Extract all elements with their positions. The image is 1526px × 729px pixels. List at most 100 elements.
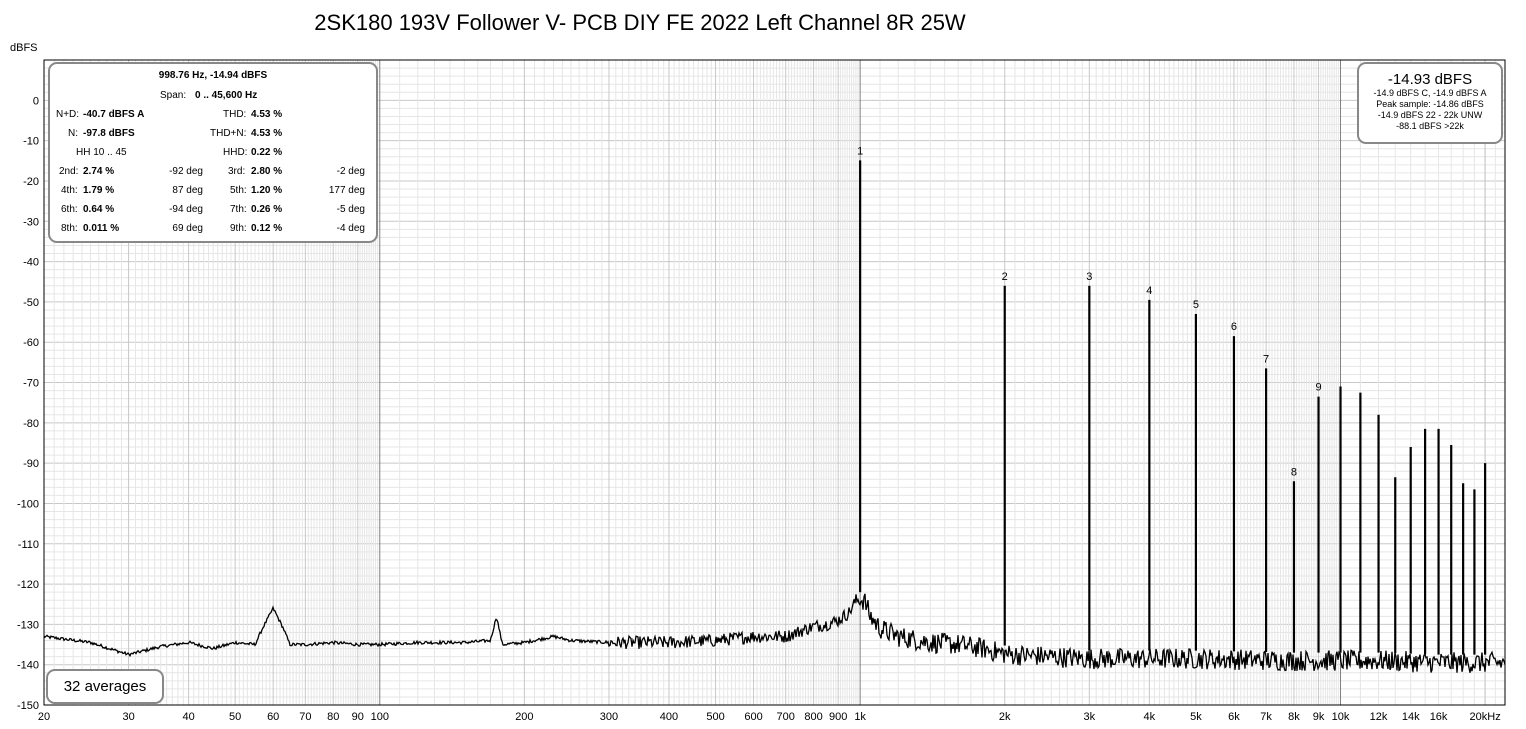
x-tick-label: 10k	[1332, 711, 1350, 723]
span-label: Span:	[160, 90, 187, 101]
x-tick-label: 200	[515, 711, 533, 723]
tick-labels: 0 -10 -20 -30 -40 -50 -60 -70 -80 -90 -100 -110 -120…	[17, 95, 1501, 723]
h7-label: 7th:	[230, 204, 247, 215]
harmonic-label-8: 8	[1291, 466, 1297, 478]
y-tick-label: -120	[17, 579, 39, 591]
thd-label: THD:	[223, 109, 247, 120]
harmonic-label-4: 4	[1146, 285, 1152, 297]
h5-value: 1.20 %	[251, 185, 283, 196]
y-tick-label: -100	[17, 498, 39, 510]
h6-value: 0.64 %	[83, 204, 115, 215]
h2-phase: -92 deg	[169, 166, 203, 177]
x-tick-label: 60	[267, 711, 279, 723]
h7-phase: -5 deg	[336, 204, 365, 215]
x-tick-label: 2k	[999, 711, 1011, 723]
y-tick-label: -50	[23, 297, 39, 309]
spectrum-trace	[43, 160, 1506, 673]
h6-phase: -94 deg	[169, 204, 203, 215]
y-tick-label: -70	[23, 378, 39, 390]
x-tick-label: 20	[38, 711, 50, 723]
nd-label: N+D:	[56, 109, 80, 120]
x-tick-label: 600	[744, 711, 762, 723]
h4-phase: 87 deg	[172, 185, 203, 196]
h5-phase: 177 deg	[328, 185, 365, 196]
x-tick-label: 70	[299, 711, 311, 723]
y-tick-label: -80	[23, 418, 39, 430]
x-tick-label: 30	[122, 711, 134, 723]
x-tick-label: 3k	[1084, 711, 1096, 723]
x-tick-label: 5k	[1190, 711, 1202, 723]
x-tick-label: 90	[352, 711, 364, 723]
x-tick-label: 900	[829, 711, 847, 723]
x-tick-label: 9k	[1313, 711, 1325, 723]
h6-label: 6th:	[61, 204, 78, 215]
h8-value: 0.011 %	[83, 223, 120, 234]
y-axis-label: dBFS	[10, 42, 38, 54]
chart-title: 2SK180 193V Follower V- PCB DIY FE 2022 …	[314, 10, 966, 35]
y-tick-label: -20	[23, 176, 39, 188]
y-tick-label: -40	[23, 257, 39, 269]
h9-value: 0.12 %	[251, 223, 283, 234]
harmonic-label-5: 5	[1193, 299, 1199, 311]
x-tick-label: 20kHz	[1470, 711, 1501, 723]
h3-phase: -2 deg	[336, 166, 365, 177]
y-tick-label: -30	[23, 216, 39, 228]
x-tick-label: 80	[327, 711, 339, 723]
averages-badge: 32 averages	[46, 669, 164, 704]
hh-label: HH 10 .. 45	[76, 147, 127, 158]
fundamental-readout: 998.76 Hz, -14.94 dBFS	[158, 70, 268, 81]
x-tick-label: 400	[660, 711, 678, 723]
h4-label: 4th:	[61, 185, 78, 196]
h7-value: 0.26 %	[251, 204, 283, 215]
x-tick-label: 300	[600, 711, 618, 723]
noise-floor-trace	[43, 593, 1506, 673]
x-tick-label: 1k	[854, 711, 866, 723]
x-tick-label: 8k	[1288, 711, 1300, 723]
n-label: N:	[68, 128, 78, 139]
y-tick-label: -130	[17, 619, 39, 631]
thdn-value: 4.53 %	[251, 128, 283, 139]
y-tick-label: -60	[23, 337, 39, 349]
y-tick-label: -10	[23, 136, 39, 148]
span-value: 0 .. 45,600 Hz	[195, 90, 258, 101]
x-tick-label: 500	[706, 711, 724, 723]
x-tick-label: 40	[182, 711, 194, 723]
hhd-value: 0.22 %	[251, 147, 283, 158]
y-tick-label: -150	[17, 700, 39, 712]
thd-value: 4.53 %	[251, 109, 283, 120]
h2-label: 2nd:	[59, 166, 79, 177]
n-value: -97.8 dBFS	[83, 128, 135, 139]
h4-value: 1.79 %	[83, 185, 115, 196]
harmonic-label-2: 2	[1002, 271, 1008, 283]
h9-phase: -4 deg	[336, 223, 365, 234]
x-tick-label: 12k	[1370, 711, 1388, 723]
h3-label: 3rd:	[228, 166, 246, 177]
x-tick-label: 14k	[1402, 711, 1420, 723]
level-unweighted: -14.9 dBFS 22 - 22k UNW	[1377, 110, 1483, 120]
x-tick-label: 4k	[1144, 711, 1156, 723]
harmonic-label-9: 9	[1315, 382, 1321, 394]
level-above-22k: -88.1 dBFS >22k	[1396, 121, 1464, 131]
thdn-label: THD+N:	[210, 128, 247, 139]
harmonic-label-7: 7	[1263, 353, 1269, 365]
level-peak-sample: Peak sample: -14.86 dBFS	[1376, 99, 1484, 109]
h8-label: 8th:	[61, 223, 78, 234]
h9-label: 9th:	[230, 223, 247, 234]
x-tick-label: 800	[804, 711, 822, 723]
h2-value: 2.74 %	[83, 166, 115, 177]
level-weighted: -14.9 dBFS C, -14.9 dBFS A	[1373, 88, 1487, 98]
x-tick-label: 700	[777, 711, 795, 723]
harmonic-labels: 1 2 3 4 5 6 7 8 9	[857, 145, 1322, 478]
h8-phase: 69 deg	[172, 223, 203, 234]
h5-label: 5th:	[230, 185, 247, 196]
y-tick-label: -110	[18, 539, 39, 551]
nd-value: -40.7 dBFS A	[83, 109, 145, 120]
y-tick-label: -90	[23, 458, 39, 470]
x-tick-label: 7k	[1260, 711, 1272, 723]
harmonic-label-3: 3	[1086, 271, 1092, 283]
distortion-stats-box: 998.76 Hz, -14.94 dBFS Span: 0 .. 45,600…	[48, 62, 378, 243]
harmonic-label-6: 6	[1231, 321, 1237, 333]
x-tick-label: 6k	[1228, 711, 1240, 723]
y-tick-label: 0	[33, 95, 39, 107]
y-tick-label: -140	[17, 660, 39, 672]
